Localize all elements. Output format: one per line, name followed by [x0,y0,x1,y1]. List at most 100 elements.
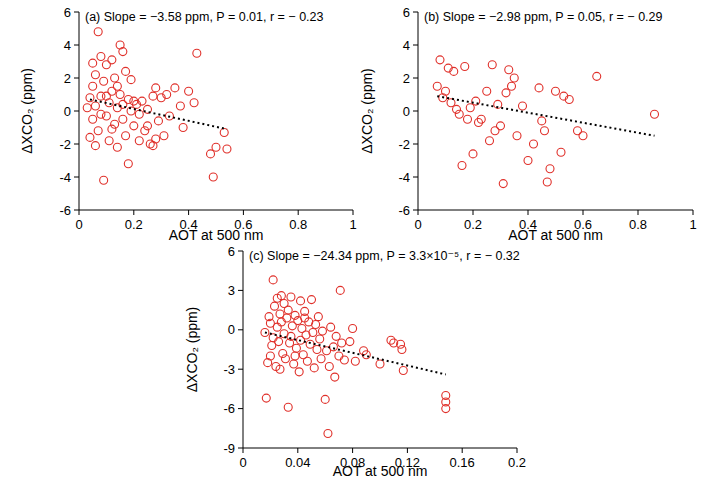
y-tick-label: -2 [398,137,410,152]
x-tick [133,210,134,215]
y-tick-label: -3 [223,362,235,377]
y-tick [238,369,243,370]
y-tick-label: 6 [228,244,235,259]
y-tick [238,408,243,409]
scatter-point [398,346,406,354]
y-tick [74,177,79,178]
scatter-point [324,430,332,438]
scatter-point [483,87,491,95]
scatter-point [275,338,283,346]
y-tick [74,12,79,13]
scatter-point [543,178,551,186]
scatter-point [301,314,309,322]
panel: 00.040.080.120.160.2-9-6-3036AOT at 500 … [184,244,526,480]
scatter-point [497,122,505,130]
scatter-point [477,115,485,123]
scatter-point [519,102,527,110]
y-tick-label: -6 [398,203,410,218]
y-axis-label: ΔXCO₂ (ppm) [19,68,35,154]
scatter-point [262,394,270,402]
scatter-point [310,364,318,372]
x-tick-label: 1 [689,217,696,232]
scatter-point [332,332,340,340]
scatter-point [223,145,231,153]
annotation: (a) Slope = −3.58 ppm, P = 0.01, r = − 0… [85,10,324,24]
scatter-point [557,148,565,156]
scatter-point [306,340,314,348]
x-axis-label: AOT at 500 nm [508,227,603,243]
y-tick-label: -6 [223,401,235,416]
scatter-point [119,48,127,56]
scatter-point [135,137,143,145]
y-tick [238,448,243,449]
scatter-point [329,343,337,351]
scatter-point [127,107,135,115]
y-tick [413,12,418,13]
y-tick-label: -2 [59,137,71,152]
scatter-point [277,292,285,300]
scatter-point [346,338,354,346]
x-tick-label: 0.16 [450,455,475,470]
scatter-point [127,76,135,84]
scatter-point [505,66,513,74]
scatter-point [593,72,601,80]
scatter-point [144,122,152,130]
y-tick [413,210,418,211]
scatter-point [149,92,157,100]
y-tick-label: 2 [403,71,410,86]
scatter-point [179,124,187,132]
x-axis-line [418,210,693,211]
y-tick-label: -4 [59,170,71,185]
scatter-point [450,67,458,75]
scatter-point [579,132,587,140]
y-tick [74,45,79,46]
trend-line [437,96,654,136]
scatter-point [154,117,162,125]
scatter-point [488,61,496,69]
scatter-point [508,82,516,90]
scatter-point [108,125,116,133]
scatter-point [325,363,333,371]
scatter-point [316,335,324,343]
scatter-point [399,367,407,375]
scatter-point [538,117,546,125]
scatter-point [461,62,469,70]
scatter-point [105,137,113,145]
y-axis-label: ΔXCO₂ (ppm) [359,68,375,154]
y-tick [238,251,243,252]
scatter-point [276,365,284,373]
scatter-point [458,161,466,169]
scatter-point [91,71,99,79]
scatter-point [176,102,184,110]
scatter-point [171,84,179,92]
x-tick-label: 1 [349,217,356,232]
scatter-point [651,110,659,118]
x-tick [462,448,463,453]
scatter-point [102,92,110,100]
scatter-point [97,110,105,118]
scatter-point [321,395,329,403]
scatter-point [138,97,146,105]
x-axis-line [79,210,353,211]
scatter-point [287,293,295,301]
y-tick-label: 0 [403,104,410,119]
scatter-point [209,173,217,181]
x-tick [297,448,298,453]
scatter-point [472,97,480,105]
scatter-point [271,302,279,310]
x-tick-label: 0.8 [289,217,307,232]
scatter-point [336,286,344,294]
scatter-point [113,143,121,151]
scatter-point [284,403,292,411]
scatter-point [397,340,405,348]
scatter-point [318,327,326,335]
y-tick-label: 0 [64,104,71,119]
scatter-point [269,276,277,284]
scatter-point [486,137,494,145]
annotation: (b) Slope = −2.98 ppm, P = 0.05, r = − 0… [424,10,663,24]
scatter-point [193,49,201,57]
scatter-point [185,87,193,95]
scatter-point [119,115,127,123]
scatter-point [100,176,108,184]
scatter-point [124,160,132,168]
